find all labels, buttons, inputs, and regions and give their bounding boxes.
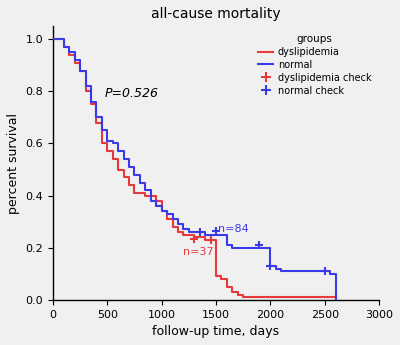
- Text: n=37: n=37: [184, 247, 214, 257]
- Text: n=84: n=84: [218, 224, 249, 234]
- Legend: dyslipidemia, normal, dyslipidemia check, normal check: dyslipidemia, normal, dyslipidemia check…: [255, 31, 374, 99]
- Y-axis label: percent survival: percent survival: [7, 112, 20, 214]
- Text: P=0.526: P=0.526: [105, 87, 159, 100]
- X-axis label: follow-up time, days: follow-up time, days: [152, 325, 280, 338]
- Title: all-cause mortality: all-cause mortality: [151, 7, 281, 21]
